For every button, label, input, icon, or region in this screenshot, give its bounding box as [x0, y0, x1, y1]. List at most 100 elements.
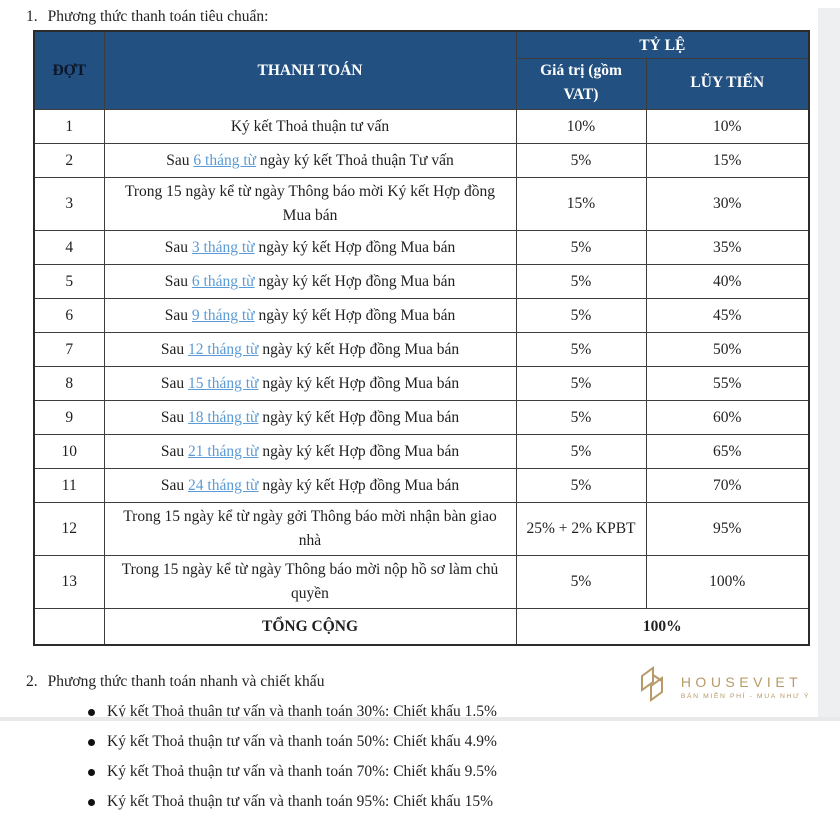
payment-term-link[interactable]: 3 tháng từ: [191, 238, 255, 256]
header-gia-tri: Giá trị (gồm VAT): [515, 58, 647, 111]
list-item: Ký kết Thoả thuận tư vấn và thanh toán 7…: [88, 757, 840, 787]
discount-text: Ký kết Thoả thuận tư vấn và thanh toán 3…: [107, 703, 497, 721]
installment-number: 2: [33, 143, 105, 179]
bullet-icon: [88, 708, 95, 716]
payment-description: Trong 15 ngày kể từ ngày gởi Thông báo m…: [103, 502, 517, 557]
page-right-margin: [818, 8, 840, 721]
table-row: 11 Sau 24 tháng từ ngày ký kết Hợp đồng …: [33, 468, 810, 504]
payment-text: Sau: [160, 442, 189, 460]
table-header: ĐỢT THANH TOÁN TỶ LỆ Giá trị (gồm VAT) L…: [33, 30, 810, 111]
section1-number: 1.: [26, 8, 38, 25]
bullet-icon: [88, 738, 95, 746]
installment-number: 1: [33, 109, 105, 145]
value-cell: 15%: [515, 177, 647, 232]
payment-term-link[interactable]: 6 tháng từ: [191, 272, 255, 290]
table-row: 2 Sau 6 tháng từ ngày ký kết Thoả thuận …: [33, 143, 810, 179]
payment-text: ngày ký kết Hợp đồng Mua bán: [258, 408, 460, 426]
payment-text: Trong 15 ngày kể từ ngày Thông báo mời K…: [124, 183, 496, 225]
cumulative-cell: 65%: [645, 434, 810, 470]
table-row: 6 Sau 9 tháng từ ngày ký kết Hợp đồng Mu…: [33, 298, 810, 334]
payment-text: Trong 15 ngày kể từ ngày Thông báo mời n…: [121, 561, 499, 603]
page-bottom-margin: [0, 717, 840, 721]
payment-term-link[interactable]: 6 tháng từ: [193, 151, 257, 169]
value-cell: 5%: [515, 400, 647, 436]
payment-term-link[interactable]: 15 tháng từ: [188, 374, 259, 392]
logo-text-block: HOUSEVIET BÁN MIỄN PHÍ - MUA NHƯ Ý: [681, 674, 810, 700]
logo-name: HOUSEVIET: [680, 673, 803, 690]
cumulative-cell: 50%: [645, 332, 810, 368]
installment-number: 4: [33, 230, 105, 266]
payment-text: ngày ký kết Hợp đồng Mua bán: [258, 476, 460, 494]
cumulative-cell: 45%: [645, 298, 810, 334]
installment-number: 5: [33, 264, 105, 300]
payment-text: ngày ký kết Hợp đồng Mua bán: [258, 340, 460, 358]
list-item: Ký kết Thoả thuận tư vấn và thanh toán 9…: [88, 787, 840, 817]
discount-list: Ký kết Thoả thuận tư vấn và thanh toán 3…: [0, 697, 840, 817]
bullet-icon: [88, 768, 95, 776]
cumulative-cell: 10%: [645, 109, 810, 145]
payment-description: Sau 9 tháng từ ngày ký kết Hợp đồng Mua …: [103, 298, 517, 334]
payment-text: Sau: [160, 340, 189, 358]
payment-text: Sau: [166, 151, 194, 169]
cumulative-cell: 35%: [645, 230, 810, 266]
payment-text: Ký kết Thoả thuận tư vấn: [230, 117, 390, 135]
value-cell: 10%: [515, 109, 647, 145]
payment-description: Ký kết Thoả thuận tư vấn: [103, 109, 517, 145]
payment-description: Sau 6 tháng từ ngày ký kết Thoả thuận Tư…: [103, 143, 517, 179]
discount-text: Ký kết Thoả thuận tư vấn và thanh toán 5…: [107, 733, 497, 751]
cumulative-cell: 55%: [645, 366, 810, 402]
installment-number: 3: [33, 177, 105, 232]
table-row: 1 Ký kết Thoả thuận tư vấn 10% 10%: [33, 109, 810, 145]
payment-text: ngày ký kết Hợp đồng Mua bán: [254, 306, 456, 324]
table-row: 12 Trong 15 ngày kể từ ngày gởi Thông bá…: [33, 502, 810, 557]
table-row: 4 Sau 3 tháng từ ngày ký kết Hợp đồng Mu…: [33, 230, 810, 266]
payment-text: ngày ký kết Hợp đồng Mua bán: [254, 272, 456, 290]
payment-description: Sau 6 tháng từ ngày ký kết Hợp đồng Mua …: [103, 264, 517, 300]
payment-term-link[interactable]: 12 tháng từ: [188, 340, 259, 358]
payment-term-link[interactable]: 21 tháng từ: [188, 442, 259, 460]
payment-text: Sau: [164, 306, 192, 324]
section2-title: Phương thức thanh toán nhanh và chiết kh…: [47, 673, 325, 691]
header-luy-tien: LŨY TIẾN: [645, 58, 810, 111]
payment-description: Sau 12 tháng từ ngày ký kết Hợp đồng Mua…: [103, 332, 517, 368]
value-cell: 5%: [515, 143, 647, 179]
payment-description: Sau 21 tháng từ ngày ký kết Hợp đồng Mua…: [103, 434, 517, 470]
payment-text: Sau: [160, 408, 189, 426]
payment-schedule-table: ĐỢT THANH TOÁN TỶ LỆ Giá trị (gồm VAT) L…: [33, 30, 810, 647]
payment-text: Sau: [164, 238, 192, 256]
logo-tagline: BÁN MIỄN PHÍ - MUA NHƯ Ý: [680, 692, 810, 700]
value-cell: 5%: [515, 434, 647, 470]
table-row: 3 Trong 15 ngày kể từ ngày Thông báo mời…: [33, 177, 810, 232]
table-row: 5 Sau 6 tháng từ ngày ký kết Hợp đồng Mu…: [33, 264, 810, 300]
total-empty-cell: [33, 608, 105, 646]
discount-text: Ký kết Thoả thuận tư vấn và thanh toán 9…: [107, 793, 494, 811]
payment-text: Sau: [160, 374, 189, 392]
installment-number: 9: [33, 400, 105, 436]
payment-term-link[interactable]: 9 tháng từ: [191, 306, 255, 324]
section2-heading: 2. Phương thức thanh toán nhanh và chiết…: [26, 673, 840, 691]
cumulative-cell: 100%: [645, 555, 810, 610]
payment-term-link[interactable]: 24 tháng từ: [188, 476, 259, 494]
payment-term-link[interactable]: 18 tháng từ: [188, 408, 259, 426]
payment-text: Sau: [164, 272, 192, 290]
installment-number: 12: [33, 502, 105, 557]
value-cell: 25% + 2% KPBT: [515, 502, 647, 557]
payment-text: ngày ký kết Hợp đồng Mua bán: [258, 442, 460, 460]
value-cell: 5%: [515, 366, 647, 402]
payment-description: Sau 15 tháng từ ngày ký kết Hợp đồng Mua…: [103, 366, 517, 402]
payment-text: ngày ký kết Hợp đồng Mua bán: [258, 374, 460, 392]
value-cell: 5%: [515, 332, 647, 368]
payment-description: Sau 18 tháng từ ngày ký kết Hợp đồng Mua…: [103, 400, 517, 436]
table-row: 9 Sau 18 tháng từ ngày ký kết Hợp đồng M…: [33, 400, 810, 436]
header-ty-le: TỶ LỆ: [515, 30, 810, 60]
cumulative-cell: 60%: [645, 400, 810, 436]
payment-description: Sau 24 tháng từ ngày ký kết Hợp đồng Mua…: [103, 468, 517, 504]
total-row: TỔNG CỘNG 100%: [33, 608, 810, 646]
installment-number: 7: [33, 332, 105, 368]
bullet-icon: [88, 798, 95, 806]
payment-text: Sau: [160, 476, 189, 494]
payment-description: Sau 3 tháng từ ngày ký kết Hợp đồng Mua …: [103, 230, 517, 266]
cumulative-cell: 15%: [645, 143, 810, 179]
installment-number: 11: [33, 468, 105, 504]
installment-number: 6: [33, 298, 105, 334]
